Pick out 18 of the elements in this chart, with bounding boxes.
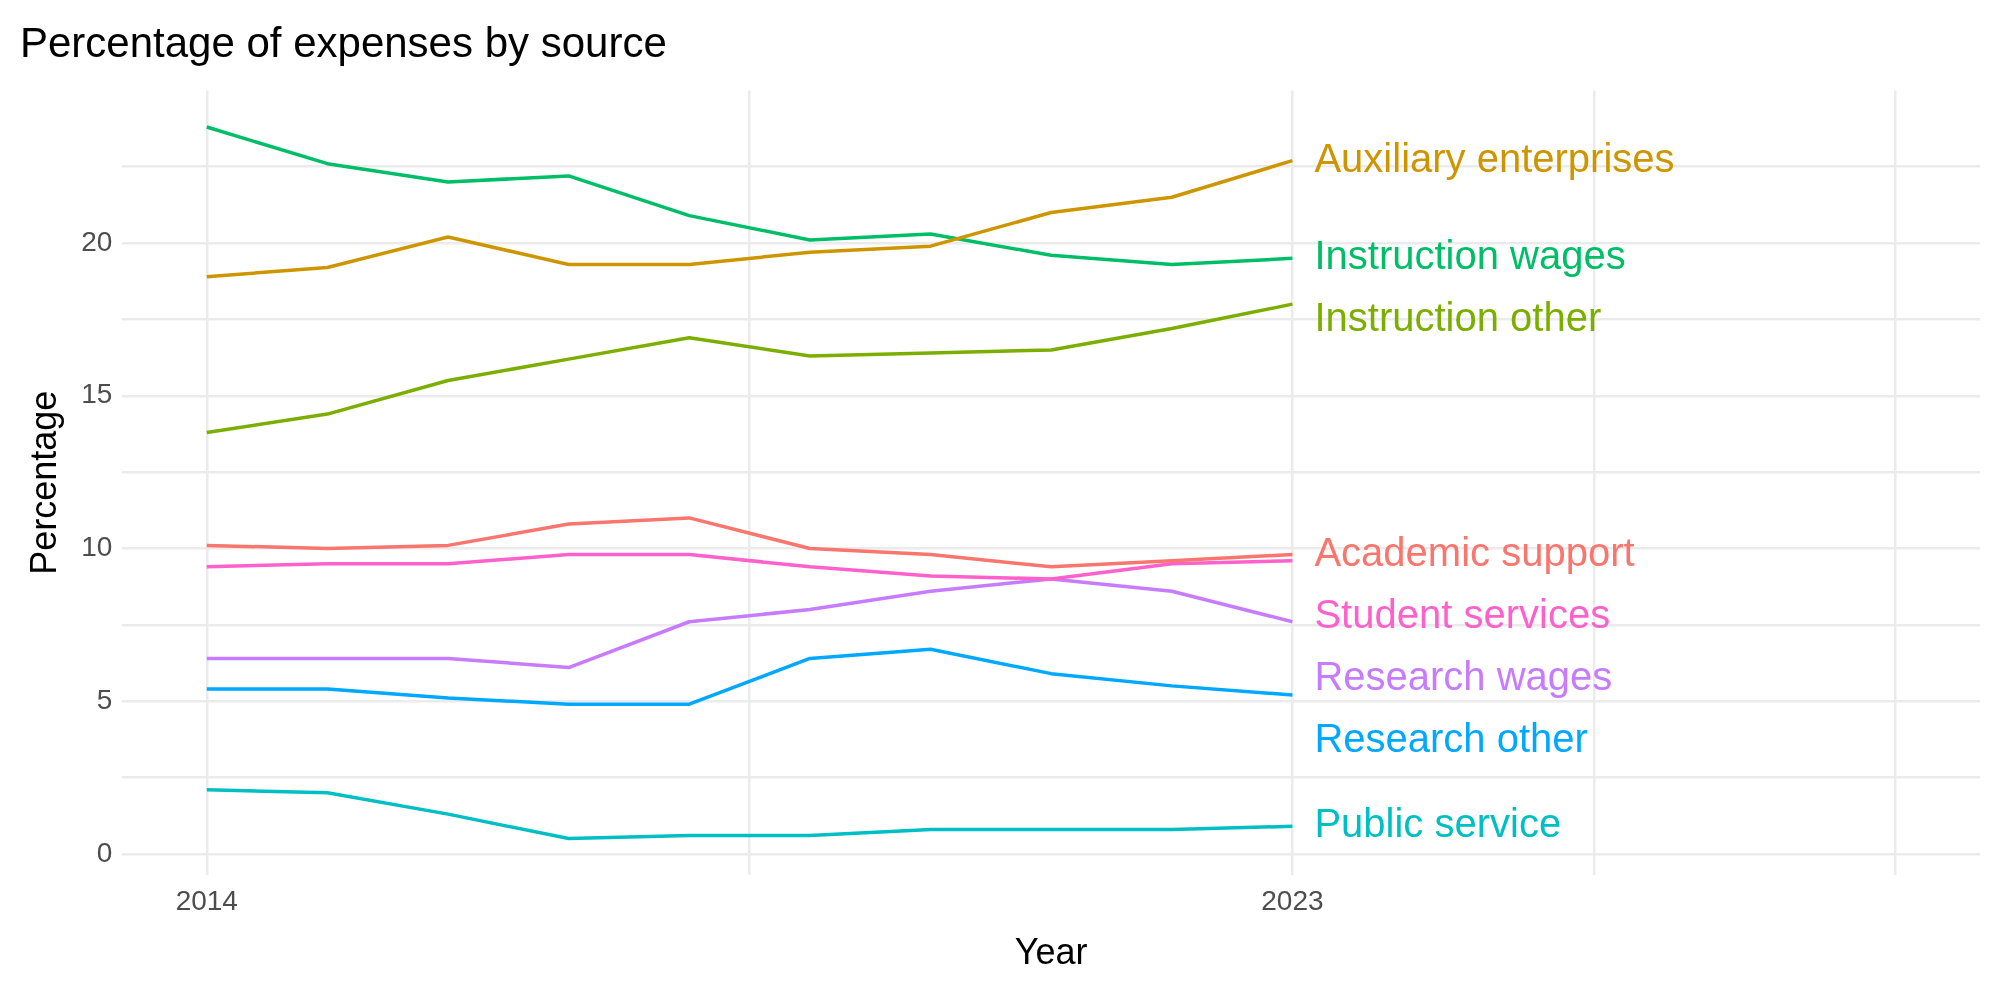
series-label: Instruction wages: [1314, 233, 1626, 278]
series-label: Research wages: [1314, 653, 1613, 698]
y-tick-label: 15: [81, 378, 113, 410]
y-tick-label: 20: [81, 225, 113, 257]
series-label: Research other: [1314, 715, 1588, 760]
chart-title: Percentage of expenses by source: [20, 18, 667, 66]
series-label: Academic support: [1314, 529, 1635, 574]
x-tick-label: 2014: [175, 884, 238, 916]
series-label: Auxiliary enterprises: [1314, 135, 1675, 180]
y-tick-label: 10: [81, 531, 113, 563]
series-label: Student services: [1314, 591, 1611, 636]
x-axis-title: Year: [1014, 931, 1088, 973]
series-label: Public service: [1314, 801, 1562, 846]
series-label: Instruction other: [1314, 295, 1602, 340]
x-tick-label: 2023: [1261, 884, 1324, 916]
y-tick-label: 5: [96, 683, 113, 715]
y-axis-title: Percentage: [22, 390, 64, 575]
y-tick-label: 0: [96, 836, 113, 868]
